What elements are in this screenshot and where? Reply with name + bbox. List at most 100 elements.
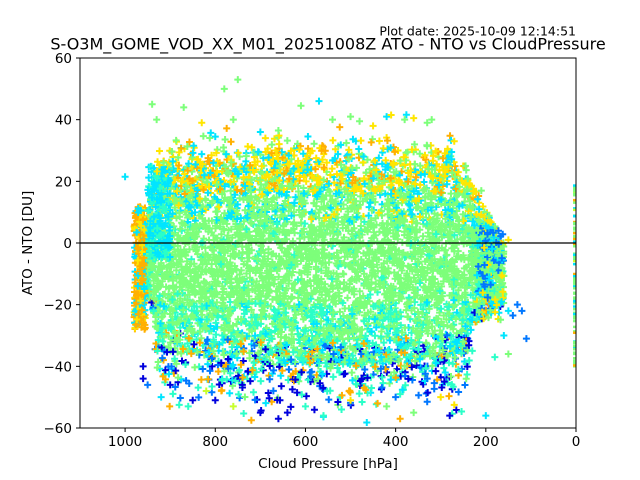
- data-point: [307, 247, 315, 255]
- data-point: [338, 175, 346, 183]
- data-point: [199, 175, 207, 183]
- data-point: [463, 224, 471, 232]
- data-point: [273, 193, 281, 201]
- data-point: [311, 165, 319, 173]
- data-point: [367, 216, 375, 224]
- data-point: [404, 178, 412, 186]
- data-point: [225, 291, 233, 299]
- data-point: [323, 159, 331, 167]
- data-point: [349, 352, 357, 360]
- data-point: [449, 311, 457, 319]
- data-point: [293, 245, 301, 253]
- data-point: [437, 195, 445, 203]
- data-point: [414, 345, 422, 353]
- data-point: [218, 331, 226, 339]
- data-point: [419, 232, 427, 240]
- data-point: [447, 190, 455, 198]
- data-point: [156, 292, 164, 300]
- data-point: [224, 355, 232, 363]
- data-point: [395, 247, 403, 255]
- data-point: [191, 234, 199, 242]
- data-point: [337, 343, 345, 351]
- data-point: [315, 326, 323, 334]
- data-point: [243, 214, 251, 222]
- data-point: [221, 182, 229, 190]
- data-point: [458, 177, 466, 185]
- data-point: [318, 219, 326, 227]
- data-point: [356, 237, 364, 245]
- data-point: [408, 254, 416, 262]
- data-point: [445, 278, 453, 286]
- data-point: [174, 247, 182, 255]
- data-point: [180, 246, 188, 254]
- data-point: [280, 185, 288, 193]
- data-point: [246, 274, 254, 282]
- data-point: [196, 283, 204, 291]
- data-point: [300, 208, 308, 216]
- data-point: [258, 162, 266, 170]
- data-point: [297, 218, 305, 226]
- data-point: [381, 190, 389, 198]
- data-point: [377, 242, 385, 250]
- data-point: [274, 330, 282, 338]
- data-point: [206, 169, 214, 177]
- data-point: [218, 243, 226, 251]
- data-point: [257, 273, 265, 281]
- data-point: [450, 231, 458, 239]
- data-point: [194, 250, 202, 258]
- data-point: [475, 199, 483, 207]
- data-point: [436, 309, 444, 317]
- data-point: [343, 249, 351, 257]
- data-point: [320, 176, 328, 184]
- data-point: [272, 344, 280, 352]
- data-point: [322, 191, 330, 199]
- data-point: [253, 213, 261, 221]
- data-point: [295, 206, 303, 214]
- data-point: [231, 262, 239, 270]
- data-point: [237, 266, 245, 274]
- data-point: [233, 282, 241, 290]
- data-point: [191, 217, 199, 225]
- data-point: [182, 211, 190, 219]
- data-point: [268, 258, 276, 266]
- data-point: [395, 274, 403, 282]
- data-point: [174, 290, 182, 298]
- data-point: [316, 296, 324, 304]
- data-point: [334, 229, 342, 237]
- data-point: [279, 258, 287, 266]
- scatter-points: [121, 76, 576, 426]
- data-point: [337, 161, 345, 169]
- data-point: [332, 259, 340, 267]
- data-point: [324, 267, 332, 275]
- data-point: [212, 319, 220, 327]
- data-point: [251, 313, 259, 321]
- data-point: [266, 262, 274, 270]
- data-point: [360, 270, 368, 278]
- data-point: [264, 245, 272, 253]
- data-point: [384, 195, 392, 203]
- data-point: [196, 221, 204, 229]
- data-point: [176, 324, 184, 332]
- data-point: [322, 359, 330, 367]
- data-point: [385, 346, 393, 353]
- data-point: [326, 171, 334, 179]
- data-point: [229, 322, 237, 330]
- data-point: [451, 301, 459, 309]
- data-point: [202, 265, 210, 273]
- data-point: [445, 303, 453, 311]
- data-point: [161, 290, 169, 298]
- data-point: [354, 260, 362, 268]
- data-point: [417, 171, 425, 179]
- data-point: [246, 267, 254, 275]
- data-point: [243, 225, 251, 233]
- data-point: [465, 238, 473, 246]
- data-point: [352, 252, 360, 260]
- data-point: [369, 223, 377, 231]
- data-point: [329, 315, 337, 323]
- data-point: [396, 262, 404, 270]
- data-point: [206, 281, 214, 289]
- data-point: [402, 212, 410, 220]
- data-point: [392, 232, 400, 240]
- data-point: [303, 311, 311, 319]
- data-point: [211, 278, 219, 286]
